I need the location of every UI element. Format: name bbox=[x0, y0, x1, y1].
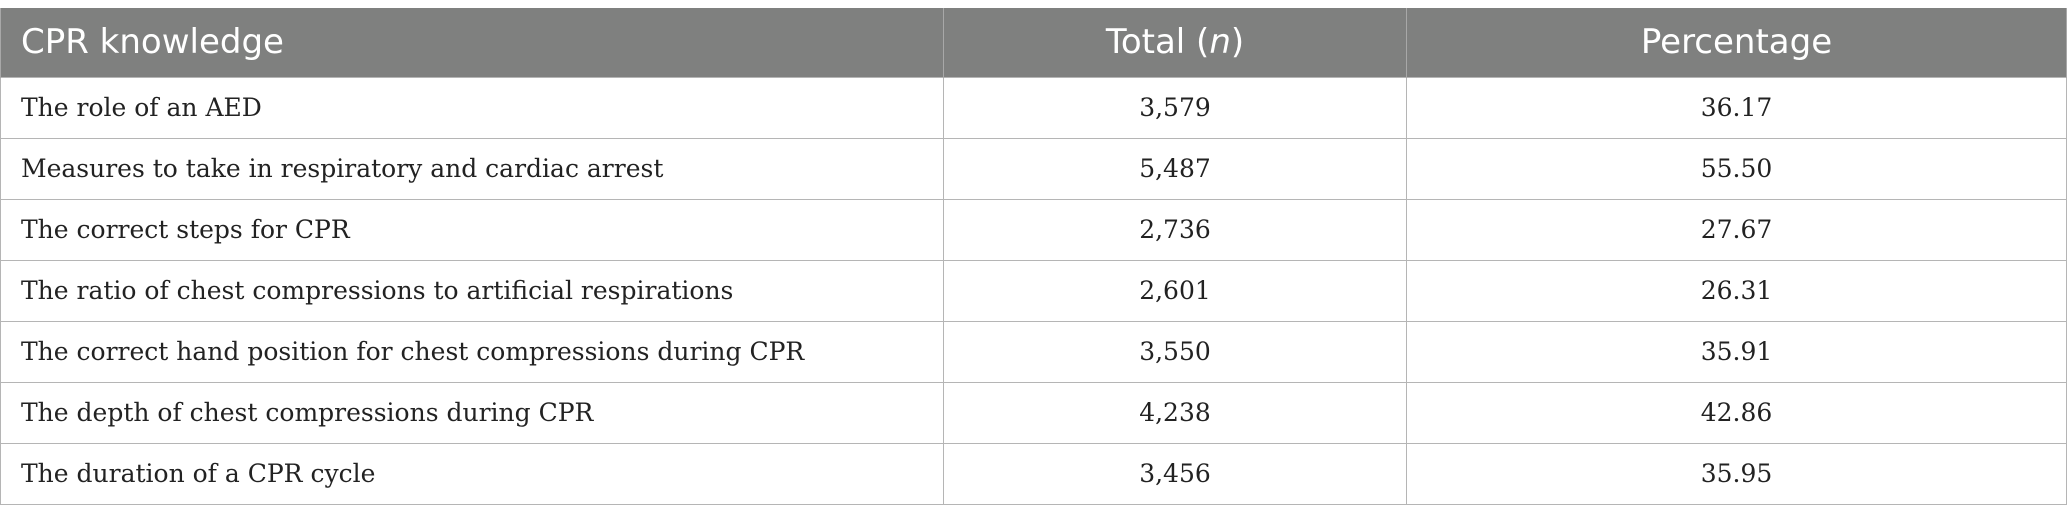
row-total: 2,601 bbox=[943, 259, 1407, 322]
table-row: The duration of a CPR cycle 3,456 35.95 bbox=[0, 442, 2067, 505]
table-row: The role of an AED 3,579 36.17 bbox=[0, 76, 2067, 139]
table-row: The depth of chest compressions during C… bbox=[0, 381, 2067, 444]
header-cpr-knowledge: CPR knowledge bbox=[0, 8, 944, 77]
row-label: The correct hand position for chest comp… bbox=[0, 320, 944, 383]
header-total-prefix: Total ( bbox=[1105, 22, 1210, 63]
header-total-suffix: ) bbox=[1230, 22, 1245, 63]
row-percentage: 55.50 bbox=[1406, 137, 2067, 200]
row-label: The ratio of chest compressions to artif… bbox=[0, 259, 944, 322]
row-total: 2,736 bbox=[943, 198, 1407, 261]
table-row: Measures to take in respiratory and card… bbox=[0, 137, 2067, 200]
row-label: The duration of a CPR cycle bbox=[0, 442, 944, 505]
row-label: The depth of chest compressions during C… bbox=[0, 381, 944, 444]
header-total-n: n bbox=[1209, 22, 1231, 63]
row-total: 4,238 bbox=[943, 381, 1407, 444]
table-row: The correct steps for CPR 2,736 27.67 bbox=[0, 198, 2067, 261]
row-total: 3,456 bbox=[943, 442, 1407, 505]
row-total: 3,579 bbox=[943, 76, 1407, 139]
header-total: Total (n) bbox=[943, 8, 1407, 77]
row-percentage: 27.67 bbox=[1406, 198, 2067, 261]
table-row: The ratio of chest compressions to artif… bbox=[0, 259, 2067, 322]
row-percentage: 42.86 bbox=[1406, 381, 2067, 444]
header-percentage: Percentage bbox=[1406, 8, 2067, 77]
row-percentage: 26.31 bbox=[1406, 259, 2067, 322]
row-label: The role of an AED bbox=[0, 76, 944, 139]
row-total: 5,487 bbox=[943, 137, 1407, 200]
row-percentage: 36.17 bbox=[1406, 76, 2067, 139]
table-row: The correct hand position for chest comp… bbox=[0, 320, 2067, 383]
cpr-knowledge-table: CPR knowledge Total (n) Percentage The r… bbox=[0, 8, 2067, 505]
table-header-row: CPR knowledge Total (n) Percentage bbox=[0, 8, 2067, 77]
cpr-knowledge-table-container: CPR knowledge Total (n) Percentage The r… bbox=[0, 8, 2067, 505]
row-total: 3,550 bbox=[943, 320, 1407, 383]
row-percentage: 35.95 bbox=[1406, 442, 2067, 505]
row-percentage: 35.91 bbox=[1406, 320, 2067, 383]
row-label: Measures to take in respiratory and card… bbox=[0, 137, 944, 200]
row-label: The correct steps for CPR bbox=[0, 198, 944, 261]
